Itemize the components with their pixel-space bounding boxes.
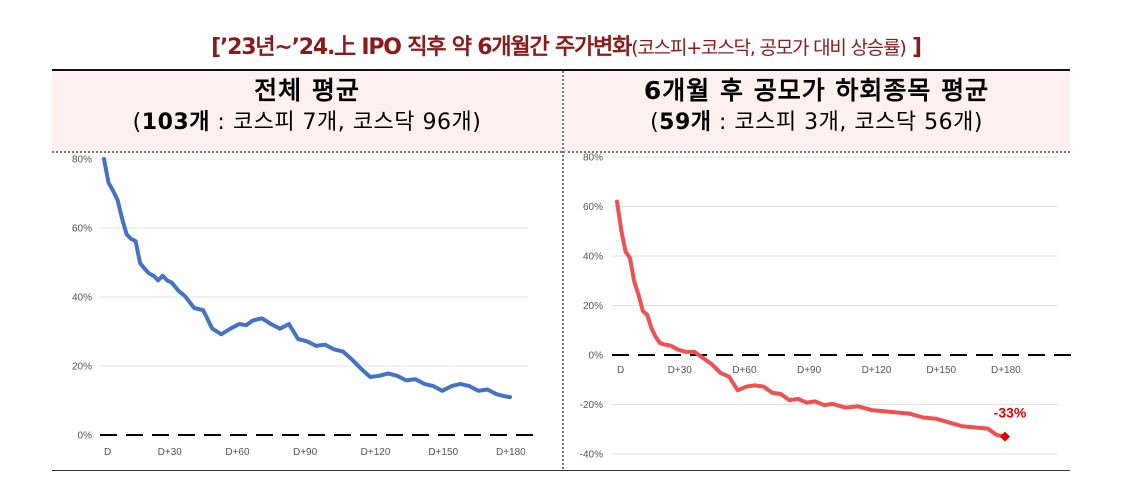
left-line-chart: 0% 20% 40% 60% 80% D D+30 D+60 D+90 D+120 D+150 D+1… (72, 155, 542, 458)
y-tick-label: 20% (72, 362, 92, 373)
x-tick-label: D+90 (293, 447, 318, 458)
right-panel-header: 6개월 후 공모가 하회종목 평균 (59개 : 코스피 3개, 코스닥 56개… (563, 71, 1070, 153)
y-tick-label: 20% (583, 301, 603, 312)
x-tick-label: D+30 (158, 447, 183, 458)
title-close-bracket: ] (905, 35, 922, 60)
y-tick-label: 40% (583, 252, 603, 263)
x-tick-label: D+60 (225, 447, 250, 458)
right-panel-count: (59개 : 코스피 3개, 코스닥 56개) (563, 107, 1070, 139)
end-value-label: -33% (994, 405, 1027, 421)
paren: ( (650, 110, 660, 135)
end-point-diamond-icon (1000, 431, 1010, 442)
y-tick-label: 60% (72, 224, 92, 235)
page-title: [’23년~’24.上 IPO 직후 약 6개월간 주가변화(코스피+코스닥, … (0, 29, 1132, 61)
data-line (615, 199, 1007, 439)
x-tick-label: D+30 (668, 365, 693, 376)
title-sub: (코스피+코스닥, 공모가 대비 상승률) (631, 37, 907, 59)
y-tick-label: 80% (72, 155, 92, 166)
x-tick-label: D+180 (496, 447, 526, 458)
left-panel-header: 전체 평균 (103개 : 코스피 7개, 코스닥 96개) (52, 71, 562, 153)
y-tick-label: 40% (72, 293, 92, 304)
right-count-total: 59개 (659, 110, 712, 135)
y-tick-label: 0% (589, 351, 604, 362)
x-tick-label: D+180 (991, 365, 1021, 376)
title-main: ’23년~’24.上 IPO 직후 약 6개월간 주가변화 (219, 35, 632, 60)
x-tick-label: D+120 (361, 447, 391, 458)
chart-table: 전체 평균 (103개 : 코스피 7개, 코스닥 96개) 6개월 후 공모가… (52, 69, 1070, 471)
right-panel-heading: 6개월 후 공모가 하회종목 평균 (643, 76, 990, 105)
left-panel-heading: 전체 평균 (254, 76, 360, 105)
y-tick-label: -40% (580, 450, 603, 461)
right-line-chart: -40% -20% 0% 20% 40% 60% 80% D D+30 D+60 D+90 D+120… (580, 153, 1072, 461)
x-tick-label: D+120 (862, 365, 892, 376)
left-panel-count: (103개 : 코스피 7개, 코스닥 96개) (52, 107, 562, 139)
x-tick-label: D+60 (732, 365, 757, 376)
y-tick-label: -20% (580, 400, 603, 411)
x-tick-label: D+90 (797, 365, 822, 376)
y-tick-label: 60% (583, 202, 603, 213)
y-tick-label: 0% (78, 431, 93, 442)
right-count-breakdown: : 코스피 3개, 코스닥 56개) (711, 110, 983, 135)
data-line (102, 157, 512, 400)
left-count-breakdown: : 코스피 7개, 코스닥 96개) (209, 110, 482, 135)
panel-divider (562, 71, 564, 469)
x-tick-label: D (104, 447, 111, 458)
y-tick-label: 80% (583, 153, 603, 164)
x-tick-label: D (617, 365, 624, 376)
x-tick-label: D+150 (428, 447, 458, 458)
left-count-total: 103개 (141, 110, 210, 135)
paren: ( (132, 110, 142, 135)
x-tick-label: D+150 (926, 365, 956, 376)
title-open-bracket: [ (211, 35, 221, 60)
